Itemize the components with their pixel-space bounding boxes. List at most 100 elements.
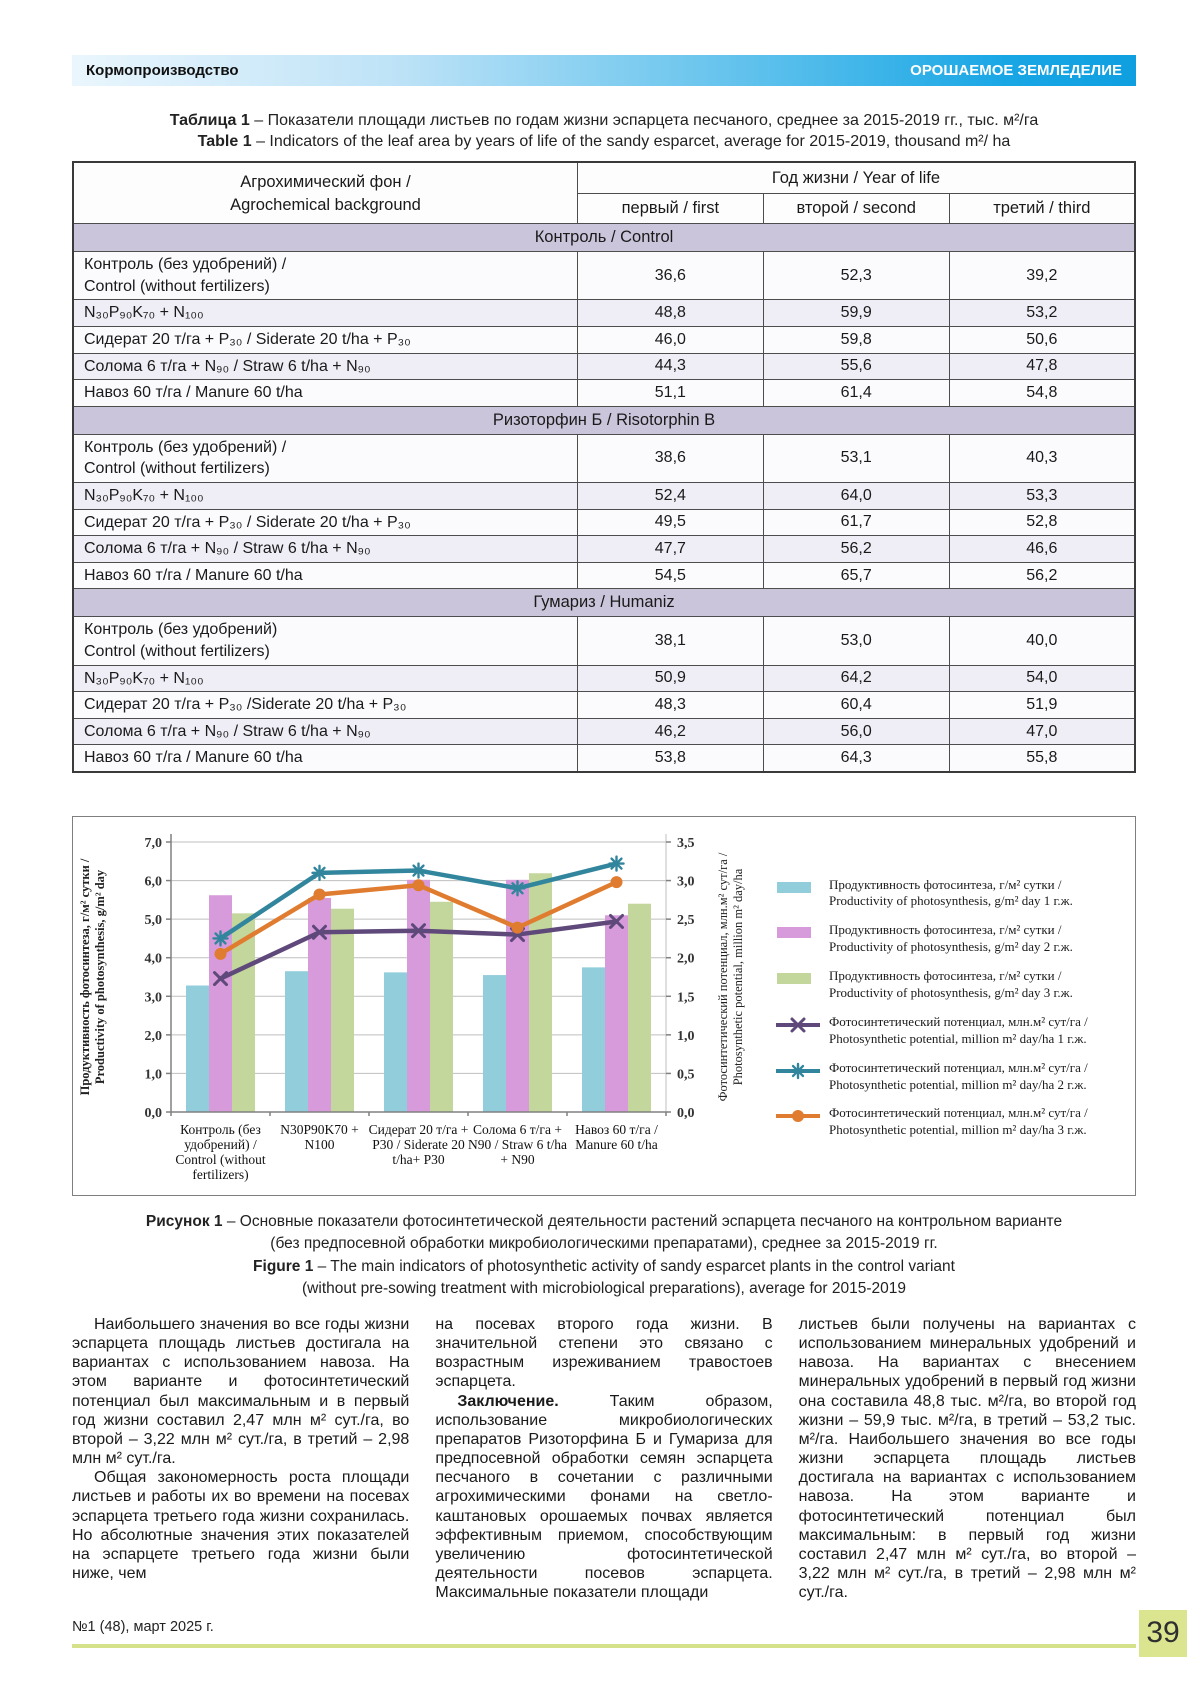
row-value: 53,8: [576, 744, 764, 773]
table-row: Солома 6 т/га + N₉₀ / Straw 6 t/ha + N₉₀…: [72, 352, 1136, 381]
row-value: 48,3: [576, 691, 764, 719]
row-value: 64,3: [762, 744, 950, 773]
row-value: 51,9: [948, 691, 1136, 719]
row-value: 54,0: [948, 664, 1136, 693]
svg-text:6,0: 6,0: [145, 874, 163, 889]
row-value: 55,6: [762, 352, 950, 381]
row-value: 51,1: [576, 379, 764, 407]
row-value: 36,6: [576, 251, 764, 301]
chart-legend: Продуктивность фотосинтеза, г/м² сутки /…: [775, 877, 1133, 1140]
table-row: Сидерат 20 т/га + P₃₀ / Siderate 20 t/ha…: [72, 508, 1136, 537]
legend-label: Фотосинтетический потенциал, млн.м² сут/…: [829, 1059, 1088, 1092]
table-section-row: Контроль / Control: [72, 223, 1136, 253]
header-bar: Кормопроизводство ОРОШАЕМОЕ ЗЕМЛЕДЕЛИЕ: [72, 55, 1136, 86]
row-value: 52,4: [576, 481, 764, 510]
table-row: Сидерат 20 т/га + P₃₀ / Siderate 20 t/ha…: [72, 326, 1136, 354]
paragraph: на посевах второго года жизни. В значите…: [435, 1315, 773, 1391]
body-text: Наибольшего значения во все годы жизни э…: [72, 1315, 1136, 1603]
svg-text:0,5: 0,5: [677, 1067, 695, 1082]
figure-caption-ru-2: (без предпосевной обработки микробиологи…: [270, 1235, 938, 1253]
table-row: N₃₀P₉₀K₇₀ + N₁₀₀ 50,9 64,2 54,0: [72, 664, 1136, 693]
data-table: Агрохимический фон / Agrochemical backgr…: [72, 161, 1136, 773]
row-label: N₃₀P₉₀K₇₀ + N₁₀₀: [72, 481, 578, 510]
svg-text:1,0: 1,0: [677, 1029, 695, 1044]
table-title-ru: Таблица 1 – Показатели площади листьев п…: [72, 110, 1136, 131]
row-value: 53,3: [948, 481, 1136, 510]
table-row: N₃₀P₉₀K₇₀ + N₁₀₀ 52,4 64,0 53,3: [72, 481, 1136, 510]
row-value: 40,3: [948, 433, 1136, 483]
legend-label: Продуктивность фотосинтеза, г/м² сутки /…: [829, 968, 1073, 1001]
row-value: 47,8: [948, 352, 1136, 381]
legend-item: Продуктивность фотосинтеза, г/м² сутки /…: [775, 877, 1131, 911]
table-row: Контроль (без удобрений) / Control (with…: [72, 251, 1136, 301]
svg-text:1,5: 1,5: [677, 990, 695, 1005]
row-value: 56,0: [762, 717, 950, 746]
svg-text:2,0: 2,0: [145, 1029, 163, 1044]
figure-caption-en-text: – The main indicators of photosynthetic …: [313, 1257, 955, 1275]
svg-text:2,5: 2,5: [677, 913, 695, 928]
legend-item: Фотосинтетический потенциал, млн.м² сут/…: [775, 1105, 1131, 1139]
row-label: Солома 6 т/га + N₉₀ / Straw 6 t/ha + N₉₀: [72, 717, 578, 746]
chart-svg: 0,0 1,0 2,0 3,0 4,0 5,0 6,0 7,0 0,0 0,5 1,0 1,5 2,0 2…: [78, 833, 745, 1182]
row-value: 46,6: [948, 535, 1136, 563]
col-header-first-year: первый / first: [576, 193, 764, 225]
svg-text:1,0: 1,0: [145, 1067, 163, 1082]
row-label: Солома 6 т/га + N₉₀ / Straw 6 t/ha + N₉₀: [72, 535, 578, 563]
issue-info: №1 (48), март 2025 г.: [72, 1619, 1136, 1648]
table-title-ru-text: – Показатели площади листьев по годам жи…: [249, 112, 1039, 129]
legend-item: Продуктивность фотосинтеза, г/м² сутки /…: [775, 968, 1131, 1002]
row-label: N₃₀P₉₀K₇₀ + N₁₀₀: [72, 664, 578, 693]
row-value: 61,7: [762, 508, 950, 537]
page-footer: №1 (48), март 2025 г. 39: [72, 1609, 1187, 1657]
svg-text:Фотосинтетический потенциал, м: Фотосинтетический потенциал, млн.м² сут/…: [716, 852, 730, 1101]
row-value: 39,2: [948, 251, 1136, 301]
row-label: Сидерат 20 т/га + P₃₀ / Siderate 20 t/ha…: [72, 508, 578, 537]
row-value: 38,6: [576, 433, 764, 483]
row-label: Сидерат 20 т/га + P₃₀ /Siderate 20 t/ha …: [72, 691, 578, 719]
svg-text:3,5: 3,5: [677, 836, 695, 851]
svg-text:Продуктивность фотосинтеза, г/: Продуктивность фотосинтеза, г/м² сутки /: [78, 858, 92, 1095]
svg-text:4,0: 4,0: [145, 952, 163, 967]
table-section-title: Контроль / Control: [72, 223, 1136, 253]
svg-text:Сидерат 20 т/га +P30 / Sidera: Сидерат 20 т/га + P30 / Siderate 20 t/ha+ …: [369, 1122, 469, 1167]
table-section-row: Ризоторфин Б / Risotorphin B: [72, 405, 1136, 435]
row-value: 46,0: [576, 326, 764, 354]
legend-swatch-line-circle: [776, 1110, 820, 1123]
table-header-row-1: Агрохимический фон / Agrochemical backgr…: [72, 161, 1136, 225]
figure-caption-en-1: Figure 1 – The main indicators of photos…: [72, 1256, 1136, 1278]
svg-text:3,0: 3,0: [145, 990, 163, 1005]
svg-text:2,0: 2,0: [677, 952, 695, 967]
row-value: 53,1: [762, 433, 950, 483]
row-value: 64,2: [762, 664, 950, 693]
row-value: 53,0: [762, 616, 950, 666]
row-value: 50,9: [576, 664, 764, 693]
table-title-en-text: – Indicators of the leaf area by years o…: [251, 133, 1011, 151]
table-row: Контроль (без удобрений) / Control (with…: [72, 433, 1136, 483]
row-value: 40,0: [948, 616, 1136, 666]
row-value: 38,1: [576, 616, 764, 666]
figure-caption-en-label: Figure 1: [253, 1257, 314, 1275]
row-value: 53,2: [948, 299, 1136, 327]
row-value: 61,4: [762, 379, 950, 407]
row-value: 52,3: [762, 251, 950, 301]
col-header-second-year: второй / second: [762, 193, 950, 225]
paragraph-conclusion: Заключение. Таким образом, использование…: [435, 1392, 772, 1603]
row-label: Солома 6 т/га + N₉₀ / Straw 6 t/ha + N₉₀: [72, 352, 578, 381]
table-row: Контроль (без удобрений) Control (withou…: [72, 616, 1136, 666]
row-value: 56,2: [948, 561, 1136, 590]
figure-1: 0,0 1,0 2,0 3,0 4,0 5,0 6,0 7,0 0,0 0,5 1,0 1,5 2,0 2…: [72, 815, 1136, 1196]
table-title: Таблица 1 – Показатели площади листьев п…: [72, 110, 1136, 152]
row-value: 47,0: [948, 717, 1136, 746]
row-value: 47,7: [576, 535, 764, 563]
table-row: Солома 6 т/га + N₉₀ / Straw 6 t/ha + N₉₀…: [72, 717, 1136, 746]
svg-text:0,0: 0,0: [145, 1106, 163, 1121]
svg-text:3,0: 3,0: [677, 874, 695, 889]
table-row: N₃₀P₉₀K₇₀ + N₁₀₀ 48,8 59,9 53,2: [72, 299, 1136, 327]
figure-caption-en-2: (without pre-sowing treatment with micro…: [302, 1280, 906, 1298]
row-value: 64,0: [762, 481, 950, 510]
legend-swatch-bar: [777, 881, 811, 893]
legend-label: Продуктивность фотосинтеза, г/м² сутки /…: [829, 876, 1073, 909]
row-value: 65,7: [762, 561, 950, 590]
table-row: Солома 6 т/га + N₉₀ / Straw 6 t/ha + N₉₀…: [72, 535, 1136, 563]
